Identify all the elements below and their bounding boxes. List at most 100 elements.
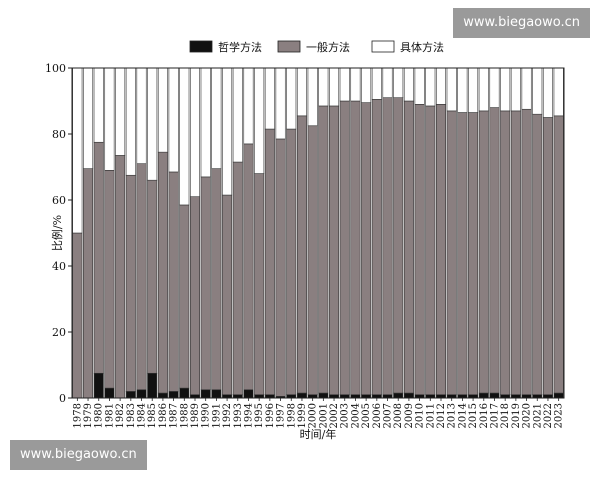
x-tick-label-2002: 2002: [329, 403, 340, 428]
legend-label-1: 一般方法: [306, 40, 350, 54]
bar-segment-2005-1: [361, 102, 372, 395]
bar-segment-2012-2: [435, 67, 447, 105]
bar-segment-2017-2: [489, 67, 500, 108]
y-tick-label-100: 100: [45, 62, 66, 75]
bar-segment-1991-1: [211, 168, 222, 391]
bar-segment-1991-2: [211, 67, 222, 169]
x-tick-label-1981: 1981: [104, 403, 115, 428]
x-tick-label-2001: 2001: [318, 403, 329, 428]
bar-segment-2013-2: [446, 67, 457, 112]
bar-segment-2009-0: [403, 392, 414, 399]
x-tick-label-1990: 1990: [201, 403, 212, 428]
watermark-top: www.biegaowo.cn: [453, 8, 590, 38]
x-tick-label-2010: 2010: [415, 403, 426, 428]
bar-segment-1994-2: [243, 67, 254, 145]
x-tick-label-1980: 1980: [94, 403, 105, 428]
chart-axes: 0 20 40 60 80 100 1978 1979 1980 1981 1982 1983 1984…: [45, 62, 565, 428]
x-tick-label-1996: 1996: [265, 403, 276, 428]
bar-segment-2006-1: [371, 99, 382, 396]
bar-segment-1979-1: [83, 168, 94, 399]
bar-segment-1984-0: [136, 389, 147, 399]
bar-segment-1980-1: [93, 141, 104, 374]
bar-segment-1999-1: [296, 115, 307, 394]
bar-segment-1980-2: [93, 67, 104, 143]
bar-segment-2015-1: [468, 112, 479, 395]
plot-frame: [71, 67, 565, 399]
x-tick-label-2003: 2003: [340, 403, 351, 428]
bar-segment-2000-1: [307, 125, 318, 396]
bar-segment-1995-2: [254, 67, 265, 174]
bar-segment-1996-2: [264, 67, 275, 130]
bar-segment-1997-2: [275, 67, 286, 140]
bar-segment-2011-1: [425, 105, 436, 395]
chart-legend: 哲学方法 一般方法 具体方法: [189, 40, 444, 54]
x-tick-label-1989: 1989: [190, 403, 201, 428]
x-tick-label-2023: 2023: [554, 403, 565, 428]
x-tick-label-2019: 2019: [511, 403, 522, 428]
x-tick-label-2020: 2020: [522, 403, 533, 428]
x-tick-label-2021: 2021: [532, 403, 543, 428]
bar-segment-1978-1: [72, 232, 83, 399]
bar-segment-2007-2: [382, 67, 393, 99]
legend-swatch-2: [371, 40, 395, 53]
bar-segment-1982-1: [115, 155, 126, 399]
x-tick-label-2015: 2015: [468, 403, 479, 428]
x-tick-label-1993: 1993: [233, 403, 244, 428]
bar-segment-2019-1: [510, 110, 521, 395]
bar-segment-1987-1: [168, 171, 179, 392]
bar-segment-1993-2: [232, 67, 243, 163]
bar-segment-2007-1: [382, 97, 393, 395]
bar-segment-2009-2: [403, 67, 414, 102]
x-tick-label-2005: 2005: [361, 403, 372, 428]
bar-segment-2022-1: [542, 117, 553, 396]
y-tick-label-40: 40: [52, 260, 66, 273]
bar-segment-1994-0: [243, 389, 254, 399]
watermark-bottom: www.biegaowo.cn: [10, 440, 147, 470]
bar-segment-2010-1: [414, 104, 425, 395]
bar-segment-1992-2: [222, 67, 233, 196]
bar-segment-1990-1: [200, 176, 211, 391]
bar-segment-1991-0: [211, 389, 222, 399]
bar-segment-2002-2: [329, 67, 340, 107]
bar-segment-1989-2: [189, 67, 200, 197]
y-axis-label: 比例/%: [50, 215, 64, 251]
legend-swatch-1: [277, 40, 301, 53]
bar-segment-1983-1: [125, 174, 136, 392]
bar-segment-1984-2: [136, 67, 147, 164]
x-tick-label-1988: 1988: [179, 403, 190, 428]
bar-segment-1983-2: [125, 67, 136, 176]
legend-label-0: 哲学方法: [218, 40, 262, 54]
bar-segment-2023-2: [553, 67, 564, 117]
bar-segment-2000-2: [307, 67, 318, 127]
x-tick-label-2016: 2016: [479, 403, 490, 428]
bar-segment-1988-1: [179, 204, 190, 389]
y-tick-label-20: 20: [52, 326, 66, 339]
bar-segment-1979-2: [83, 67, 94, 169]
bar-segment-2013-1: [446, 110, 457, 395]
y-tick-label-0: 0: [59, 392, 66, 405]
x-tick-label-1997: 1997: [276, 403, 287, 428]
bar-segment-2008-1: [393, 97, 404, 394]
bar-segment-1990-0: [200, 389, 211, 399]
x-tick-label-1994: 1994: [243, 403, 254, 428]
x-tick-label-1999: 1999: [297, 403, 308, 428]
x-tick-label-2009: 2009: [404, 403, 415, 428]
bar-segment-2004-1: [350, 100, 361, 396]
bar-segment-1982-2: [115, 67, 126, 156]
bar-segment-2003-1: [339, 100, 350, 396]
bar-segment-1985-1: [147, 179, 158, 374]
bar-segment-1981-0: [104, 387, 115, 399]
x-tick-label-1992: 1992: [222, 403, 233, 428]
bar-segment-2021-2: [532, 67, 543, 115]
bar-segment-2023-1: [553, 115, 564, 394]
bar-segment-2001-1: [318, 105, 329, 394]
bar-segment-1984-1: [136, 163, 147, 391]
bar-segment-2004-2: [350, 67, 361, 102]
bar-segment-2022-2: [542, 67, 553, 118]
bar-segment-2006-2: [371, 67, 382, 100]
x-tick-label-2007: 2007: [383, 403, 394, 428]
bar-segment-2008-2: [393, 67, 404, 99]
x-axis-label: 时间/年: [300, 427, 337, 441]
bar-segment-1988-0: [179, 387, 190, 399]
